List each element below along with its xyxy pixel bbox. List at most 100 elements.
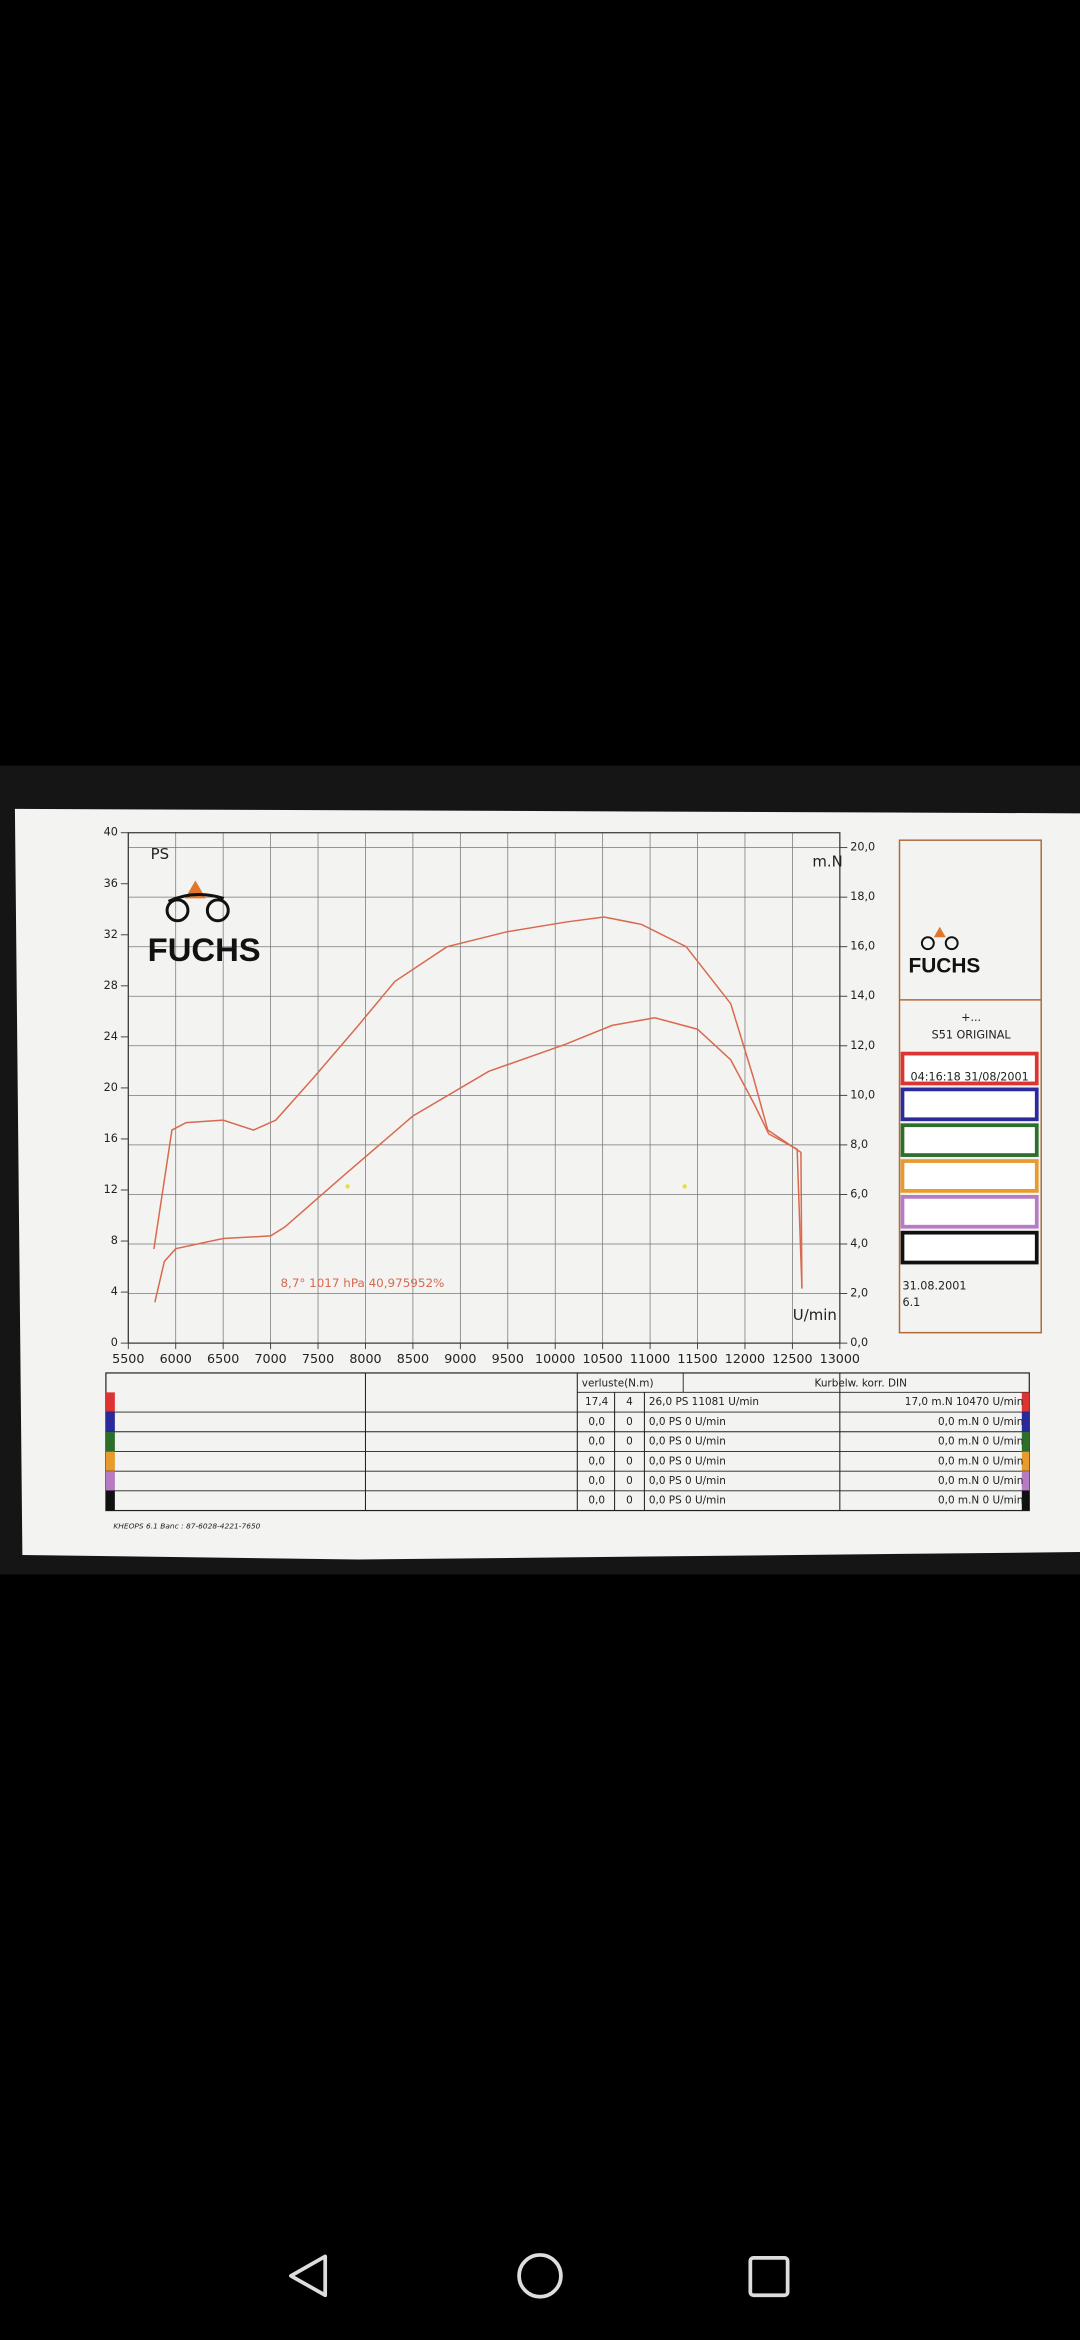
y-tick-label: 16	[104, 1132, 118, 1145]
y-tick-label: 36	[104, 877, 118, 890]
y2-tick-label: 12,0	[850, 1039, 875, 1052]
table-cell: 17,0 m.N 10470 U/min	[905, 1396, 1024, 1408]
color-box	[900, 1123, 1039, 1157]
table-header: verluste(N.m)	[582, 1377, 654, 1389]
table-cell: 0,0 m.N 0 U/min	[938, 1436, 1023, 1448]
y-tick-label: 40	[104, 826, 118, 839]
table-cell: 0,0	[588, 1475, 605, 1487]
side-version: 6.1	[902, 1296, 920, 1309]
y-tick-label: 12	[104, 1183, 118, 1196]
x-tick-label: 13000	[820, 1351, 860, 1366]
y2-tick-label: 0,0	[850, 1336, 868, 1349]
y2-tick-label: 6,0	[850, 1187, 868, 1200]
y2-tick-label: 20,0	[850, 841, 875, 854]
x-tick-label: 7000	[254, 1351, 286, 1366]
series-line	[153, 916, 803, 1289]
color-box	[900, 1159, 1039, 1193]
home-button[interactable]	[517, 2253, 563, 2299]
x-tick-label: 8000	[349, 1351, 381, 1366]
x-tick-label: 5500	[112, 1351, 144, 1366]
table-cell: 0,0 m.N 0 U/min	[938, 1416, 1023, 1428]
y2-tick-label: 8,0	[850, 1138, 868, 1151]
logo: FUCHS	[148, 880, 261, 968]
row-color	[1021, 1412, 1030, 1432]
x-tick-label: 11500	[677, 1351, 717, 1366]
x-tick-label: 6000	[160, 1351, 192, 1366]
y2-tick-label: 18,0	[850, 890, 875, 903]
x-tick-label: 10500	[583, 1351, 623, 1366]
table-cell: 0,0	[588, 1495, 605, 1507]
table-cell: 0	[626, 1495, 633, 1507]
y2-axis-label: m.N	[812, 853, 842, 871]
plot-frame	[127, 832, 841, 1344]
row-color	[1021, 1431, 1030, 1452]
side-timestamp: 04:16:18 31/08/2001	[910, 1070, 1028, 1083]
table-cell: 0,0 PS 0 U/min	[649, 1475, 726, 1487]
table-cell: 0,0 PS 0 U/min	[649, 1495, 726, 1507]
y2-tick-label: 2,0	[850, 1287, 868, 1300]
back-button[interactable]	[289, 2254, 328, 2298]
y2-tick-label: 14,0	[850, 989, 875, 1002]
table-cell: 4	[626, 1396, 633, 1408]
color-box	[900, 1194, 1039, 1229]
x-axis-label: U/min	[793, 1306, 837, 1324]
side-logo: FUCHS	[908, 955, 980, 978]
side-line: +...	[961, 1011, 981, 1024]
table-cell: 0	[626, 1475, 633, 1487]
color-box	[900, 1230, 1039, 1265]
color-box	[900, 1051, 1039, 1086]
row-color	[1021, 1490, 1030, 1511]
marker	[682, 1184, 687, 1189]
table-cell: 17,4	[585, 1396, 609, 1408]
chart: 5500 6000 6500 7000 7500 8000 8500 9000 9500 1000…	[104, 826, 876, 1366]
row-color	[105, 1471, 115, 1491]
x-tick-label: 11000	[630, 1351, 670, 1366]
series-line	[154, 1016, 803, 1303]
row-color	[105, 1431, 115, 1452]
row-color	[105, 1490, 115, 1511]
y2-tick-label: 16,0	[850, 940, 875, 953]
table-cell: 0	[626, 1416, 633, 1428]
side-line: S51 ORIGINAL	[932, 1029, 1012, 1042]
table-cell: 0	[626, 1455, 633, 1467]
y-tick-label: 20	[104, 1081, 118, 1094]
y-tick-label: 24	[104, 1030, 118, 1043]
table: verluste(N.m) Kurbelw. korr. DIN 17,4 4 26,0…	[105, 1372, 1030, 1512]
table-cell: 0,0 PS 0 U/min	[649, 1436, 726, 1448]
recents-button[interactable]	[748, 2256, 790, 2298]
row-color	[1021, 1392, 1030, 1413]
footer: KHEOPS 6.1 Banc : 87-6028-4221-7650	[113, 1522, 260, 1531]
table-cell: 0,0 PS 0 U/min	[649, 1455, 726, 1467]
y-axis-label: PS	[151, 845, 169, 863]
x-tick-label: 7500	[302, 1351, 334, 1366]
table-cell: 0,0 m.N 0 U/min	[938, 1455, 1023, 1467]
y2-tick-label: 10,0	[850, 1088, 875, 1101]
row-color	[1021, 1471, 1030, 1491]
table-cell: 0,0 PS 0 U/min	[649, 1416, 726, 1428]
x-tick-label: 12500	[772, 1351, 812, 1366]
y-tick-label: 0	[111, 1336, 118, 1349]
y-tick-label: 28	[104, 979, 118, 992]
table-cell: 26,0 PS 11081 U/min	[649, 1396, 759, 1408]
x-tick-label: 9000	[444, 1351, 476, 1366]
y-tick-label: 4	[111, 1285, 118, 1298]
color-box	[900, 1087, 1039, 1122]
side-panel: FUCHS +... S51 ORIGINAL 31.08.2001 6.1 0…	[898, 839, 1042, 1334]
logo-text: FUCHS	[148, 931, 261, 968]
row-color	[105, 1392, 115, 1413]
y-tick-label: 8	[111, 1234, 118, 1247]
table-cell: 0,0	[588, 1416, 605, 1428]
side-date: 31.08.2001	[902, 1279, 966, 1292]
table-cell: 0,0	[588, 1455, 605, 1467]
x-tick-label: 9500	[492, 1351, 524, 1366]
table-header: Kurbelw. korr. DIN	[815, 1377, 907, 1389]
table-cell: 0,0 m.N 0 U/min	[938, 1475, 1023, 1487]
x-tick-label: 8500	[397, 1351, 429, 1366]
x-tick-label: 10000	[535, 1351, 575, 1366]
row-color	[105, 1412, 115, 1432]
table-cell: 0,0 m.N 0 U/min	[938, 1495, 1023, 1507]
y-tick-label: 32	[104, 928, 118, 941]
row-color	[105, 1451, 115, 1472]
marker	[345, 1184, 350, 1189]
